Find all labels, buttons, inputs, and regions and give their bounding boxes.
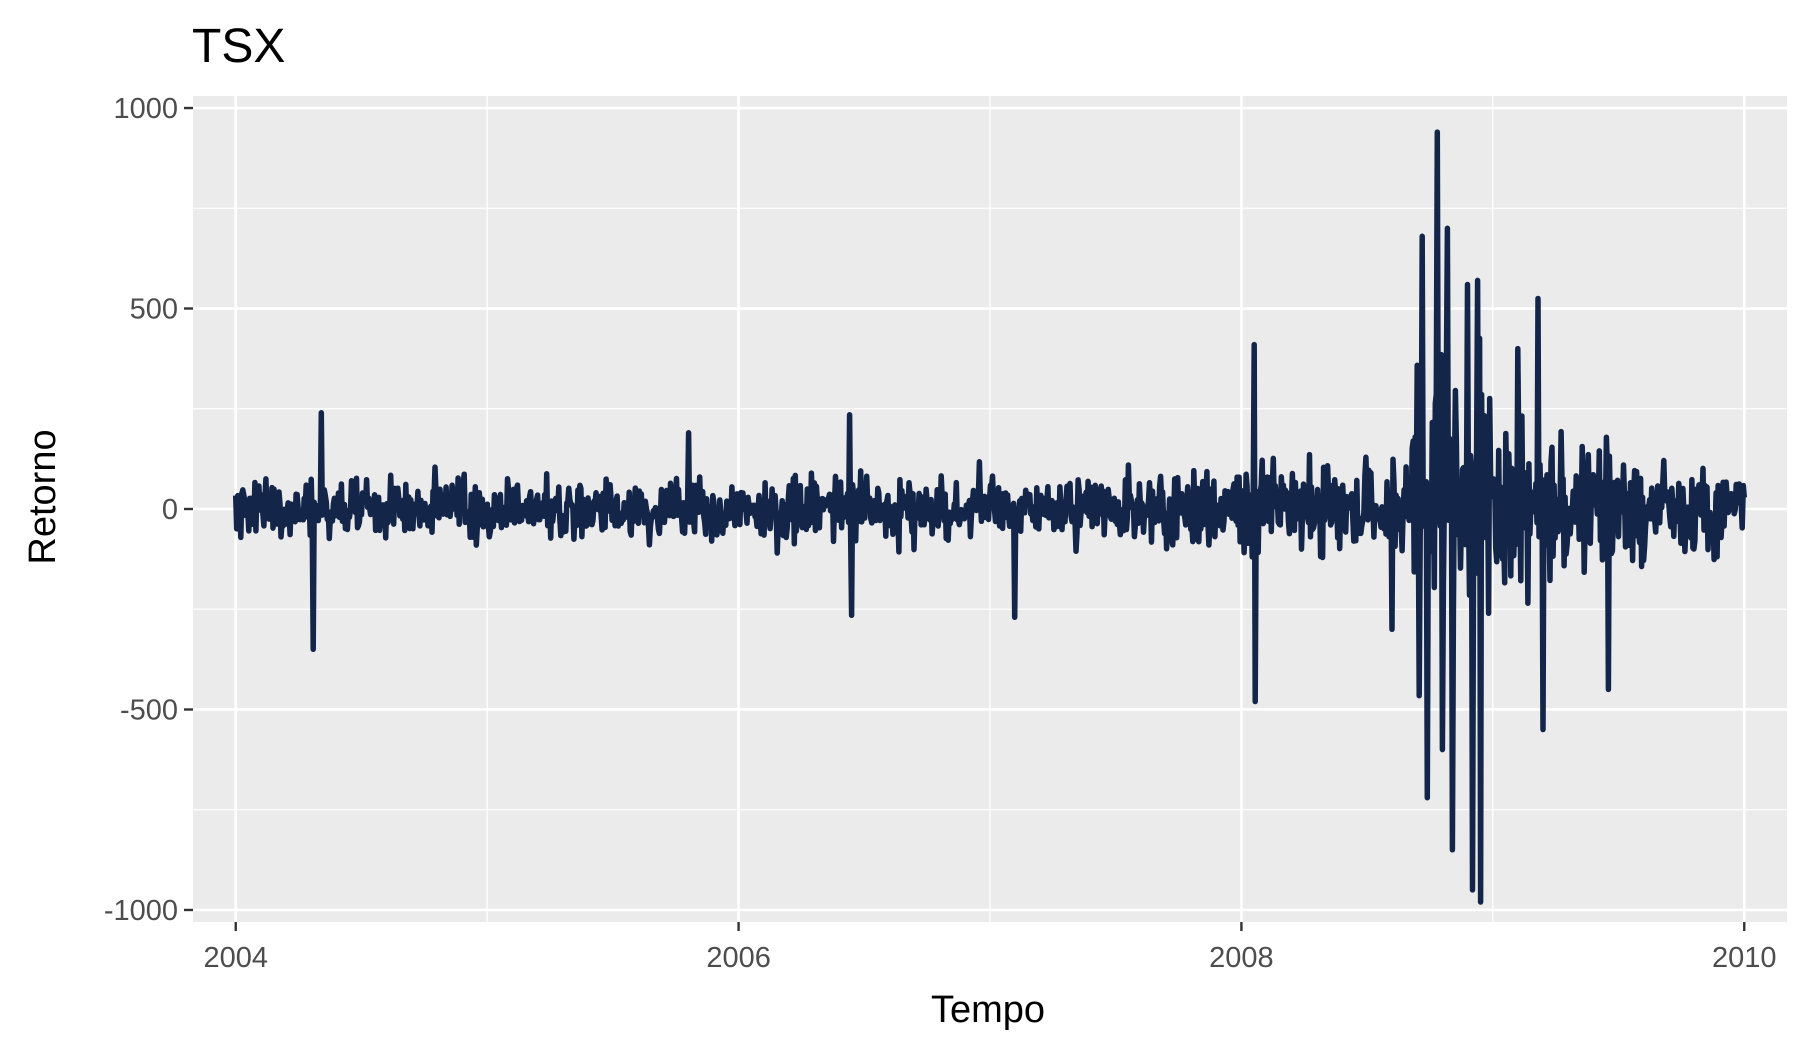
x-tick-label: 2008 — [1209, 942, 1274, 974]
axes: 2004 2006 2008 2010 -1000 -500 0 500 1000 — [104, 93, 1777, 974]
x-tick-label: 2010 — [1712, 942, 1777, 974]
y-tick-label: -1000 — [104, 895, 178, 927]
y-tick-label: -500 — [120, 694, 178, 726]
y-tick-label: 1000 — [113, 93, 178, 125]
chart-title: TSX — [192, 20, 285, 73]
y-tick-label: 500 — [130, 294, 178, 326]
x-tick-label: 2006 — [706, 942, 771, 974]
x-tick-label: 2004 — [203, 942, 268, 974]
y-axis-title: Retorno — [22, 429, 64, 564]
series-layer — [232, 129, 1748, 905]
x-axis-title: Tempo — [931, 989, 1045, 1031]
y-tick-label: 0 — [162, 494, 178, 526]
series-line — [232, 129, 1748, 905]
